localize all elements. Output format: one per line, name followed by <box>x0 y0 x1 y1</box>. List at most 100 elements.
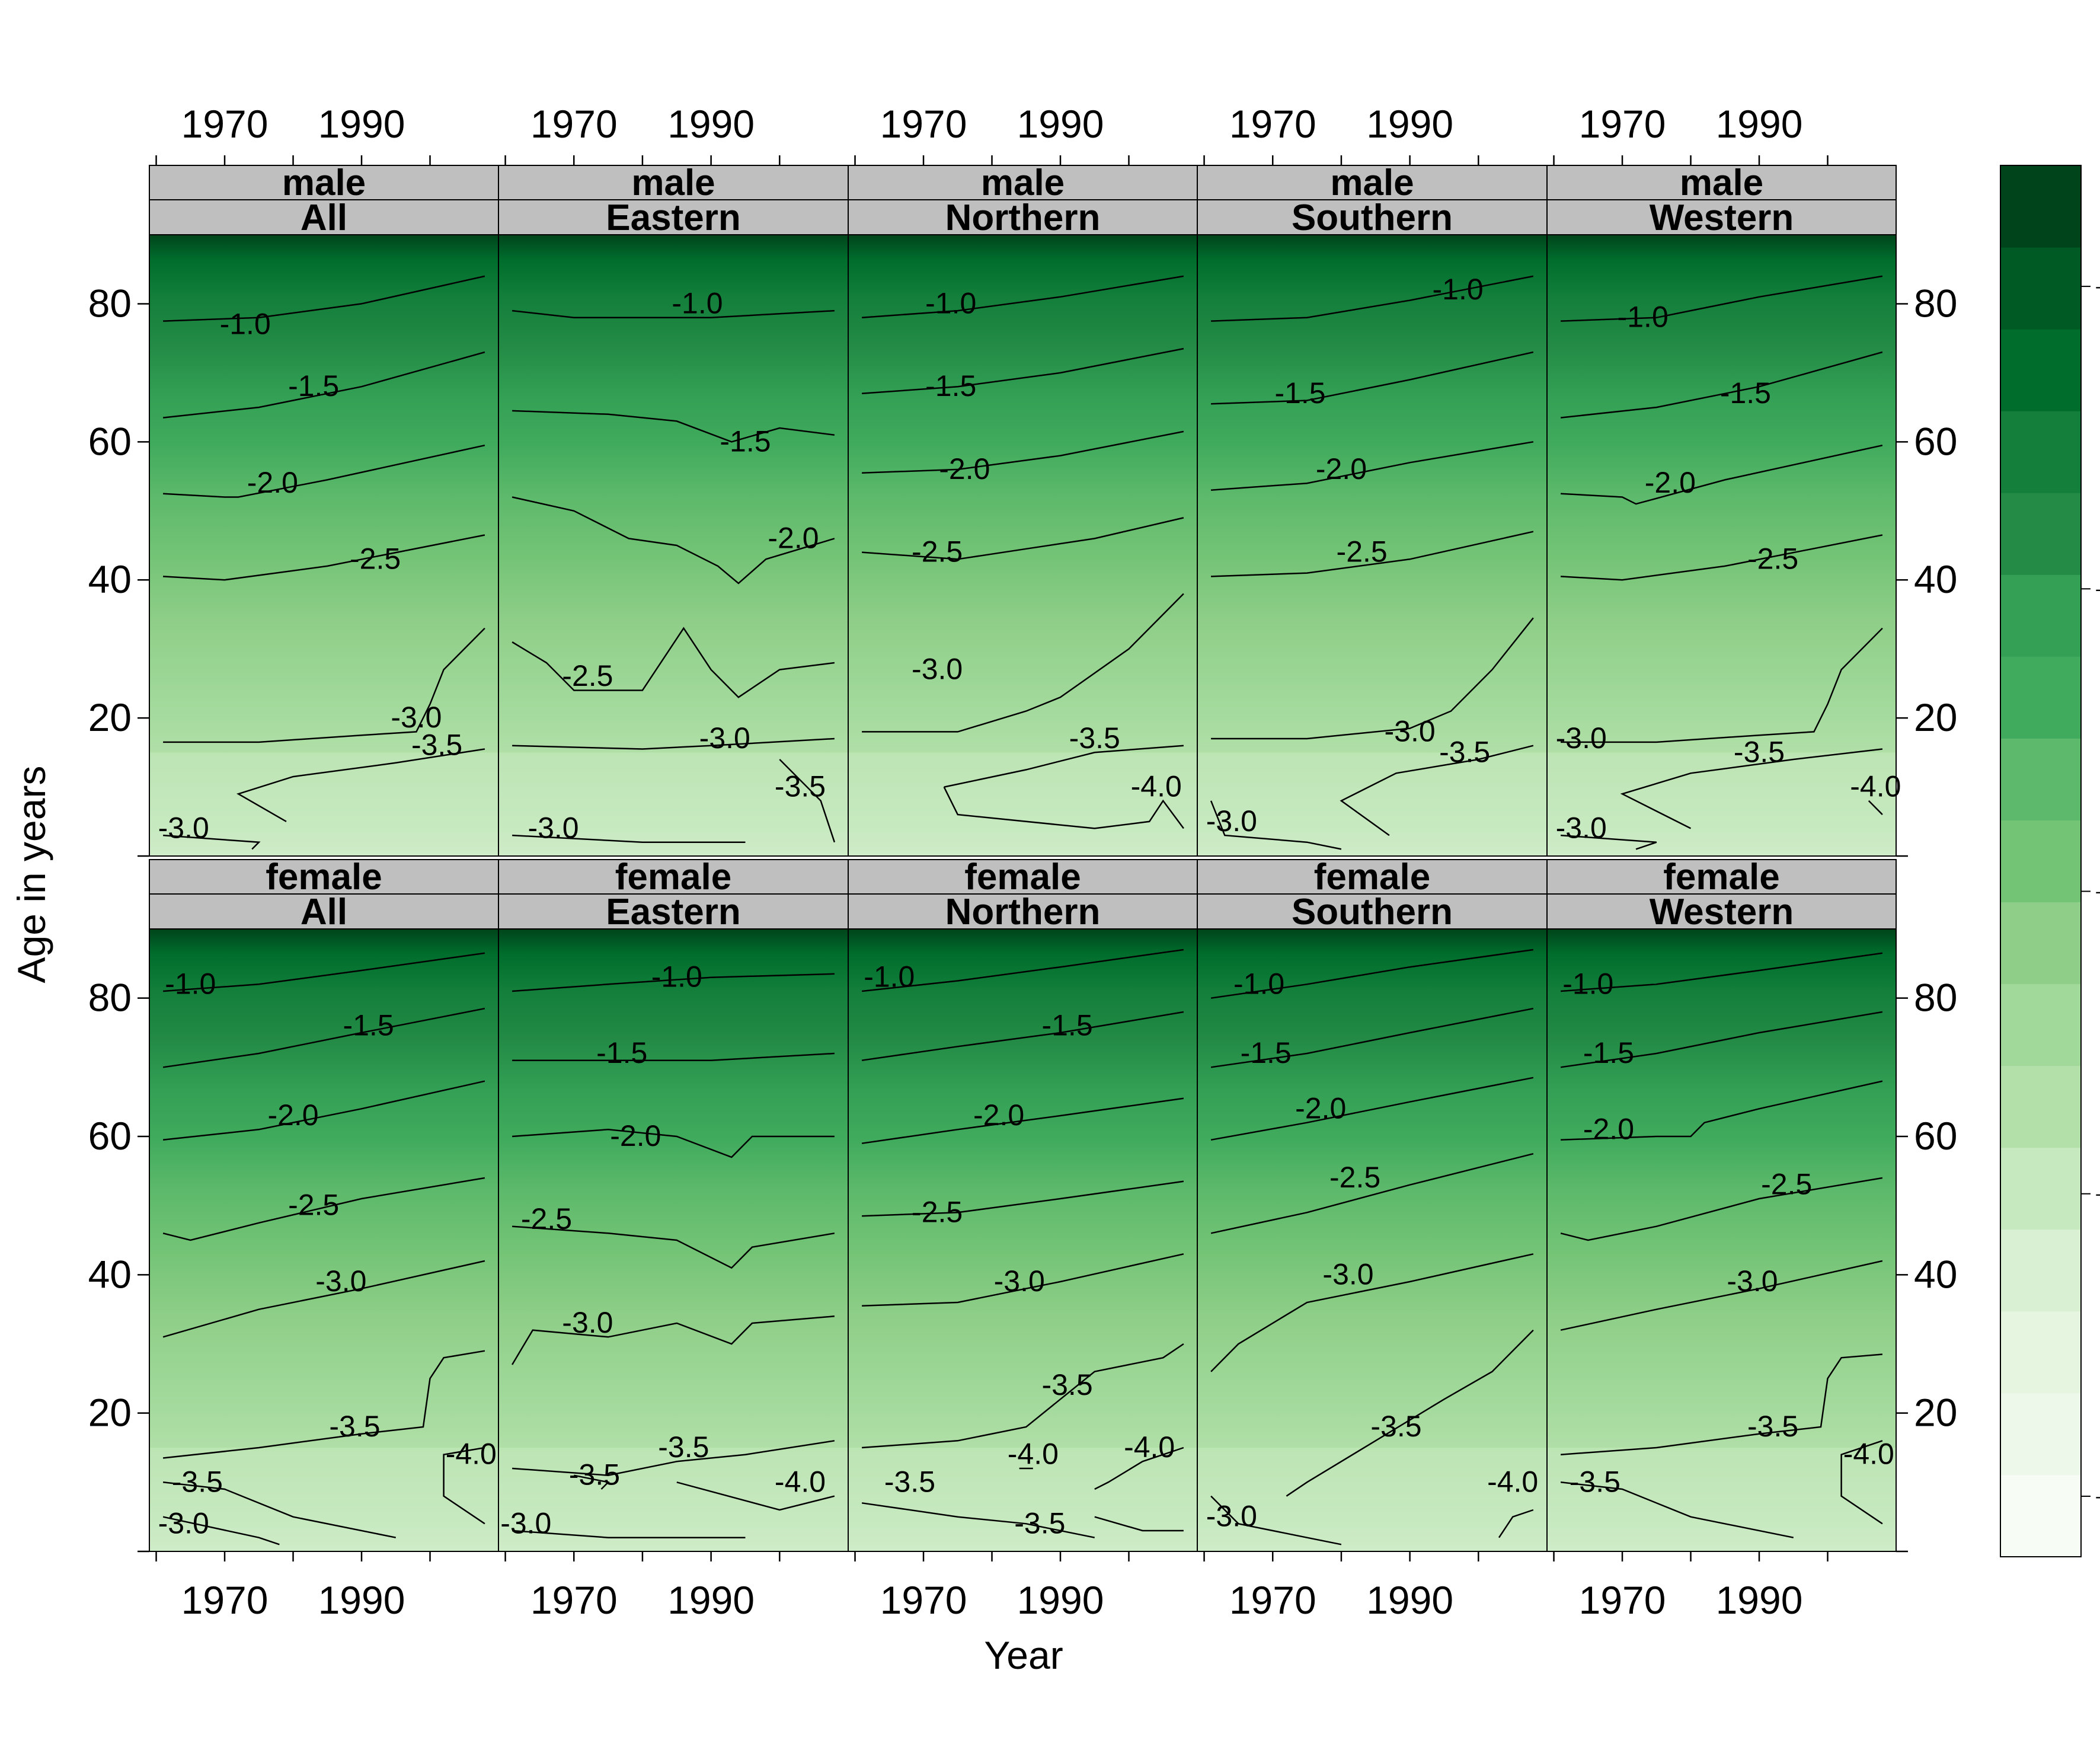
strip-sex <box>1197 165 1548 200</box>
contour-line <box>1286 1329 1534 1497</box>
contour-label: -2.5 <box>912 1195 963 1228</box>
heat-band-young <box>149 1448 498 1551</box>
x-axis-title: Year <box>984 1633 1063 1677</box>
contour-label: -3.5 <box>569 1458 620 1492</box>
contour-line <box>943 787 1184 829</box>
contour-label: -2.0 <box>1295 1091 1346 1125</box>
x-tick-label-top: 1970 <box>1229 102 1316 146</box>
contour-line <box>162 1260 485 1338</box>
contour-line <box>1561 534 1883 581</box>
contour-line <box>512 1440 835 1476</box>
contour-line <box>162 1080 485 1141</box>
strip-region <box>848 893 1198 930</box>
colorkey-band <box>2000 493 2081 575</box>
contour-line <box>862 1253 1184 1307</box>
contour-label: -1.5 <box>343 1008 394 1042</box>
contour-label: -1.0 <box>1562 967 1613 1000</box>
contour-line <box>512 410 835 443</box>
strip-sex <box>1546 859 1897 895</box>
strip-region <box>1197 199 1548 235</box>
strip-sex-label: male <box>1330 162 1414 203</box>
y-tick-label-left: 60 <box>88 419 132 463</box>
contour-line <box>512 1225 835 1269</box>
contour-line <box>1561 1080 1883 1141</box>
contour-line <box>1498 1509 1534 1538</box>
x-tick-label-bottom: 1970 <box>530 1578 618 1622</box>
strip-region-label: Eastern <box>606 892 740 933</box>
contour-label: -2.0 <box>247 466 298 499</box>
colorkey: -1 -2 -3 -4 -5 <box>2000 165 2100 1557</box>
x-tick-label-bottom: 1990 <box>667 1578 755 1622</box>
contour-label: -1.0 <box>925 286 976 320</box>
contour-label: -3.0 <box>1385 714 1436 748</box>
contour-label: -1.0 <box>220 307 271 340</box>
contour-line <box>236 748 485 822</box>
colorkey-band <box>2000 1229 2081 1312</box>
contour-label: -3.0 <box>1322 1257 1373 1291</box>
panels-layer: -1.0-1.5-2.0-2.5-3.0-3.5-3.0maleAll-1.0-… <box>149 162 1901 1552</box>
contour-line <box>861 949 1184 992</box>
axes-layer: 1970 1990 20 40 60 80 1970 1990 1970 1990 1970 1990… <box>88 102 1958 1622</box>
colorkey-band <box>2000 1065 2081 1148</box>
x-tick-label-bottom: 1990 <box>1716 1578 1803 1622</box>
strip-region-label: All <box>301 197 347 238</box>
contour-line <box>512 1315 835 1365</box>
contour-label: -3.0 <box>1556 721 1607 755</box>
strip-region-label: Western <box>1650 197 1794 238</box>
x-tick-label-bottom: 1970 <box>181 1578 269 1622</box>
contour-line <box>1560 1260 1883 1331</box>
strip-region-label: Northern <box>945 892 1101 933</box>
contour-label: -1.5 <box>1041 1008 1092 1042</box>
strip-sex-label: male <box>981 162 1065 203</box>
contour-line <box>1340 745 1534 836</box>
strip-sex <box>498 859 849 895</box>
contour-label: -2.5 <box>1329 1161 1380 1194</box>
y-tick-label-right: 40 <box>1914 1252 1957 1296</box>
contour-line <box>1210 949 1534 999</box>
contour-line <box>163 275 485 322</box>
contour-label: -2.0 <box>939 452 990 486</box>
strip-region-label: Eastern <box>606 197 740 238</box>
contour-label: -2.0 <box>1645 466 1696 499</box>
strip-sex-label: female <box>964 857 1081 898</box>
x-tick-label-top: 1970 <box>880 102 967 146</box>
contour-line <box>163 627 485 743</box>
contour-line <box>162 1516 280 1545</box>
contour-line <box>1211 351 1534 405</box>
contour-label: -1.5 <box>596 1036 647 1069</box>
contour-line <box>1094 1446 1184 1490</box>
contour-label: -4.0 <box>1131 770 1182 803</box>
contour-label: -3.5 <box>1014 1506 1065 1540</box>
contour-line <box>1868 800 1883 815</box>
contour-label: -2.0 <box>1583 1112 1634 1145</box>
contour-line <box>1561 275 1883 322</box>
contour-line <box>162 1177 485 1241</box>
strip-sex <box>848 165 1198 200</box>
strip-region-label: Southern <box>1292 892 1453 933</box>
y-tick-label-right: 60 <box>1914 419 1957 463</box>
strip-region <box>498 893 849 930</box>
contour-line <box>1561 444 1883 505</box>
y-tick-label-right: 80 <box>1914 976 1957 1020</box>
contour-line <box>779 759 836 843</box>
contour-line <box>1094 1516 1184 1532</box>
contour-line <box>676 1481 835 1511</box>
contour-label: -1.0 <box>1233 967 1284 1000</box>
contour-line <box>163 444 485 498</box>
contour-line <box>1211 531 1534 577</box>
colorkey-band <box>2000 329 2081 411</box>
contour-label: -2.0 <box>768 521 819 554</box>
contour-line <box>512 834 746 843</box>
colorkey-band <box>2000 1311 2081 1394</box>
contour-label: -3.0 <box>500 1506 551 1540</box>
strip-sex <box>1197 859 1548 895</box>
strip-sex-label: female <box>615 857 731 898</box>
contour-line <box>512 1052 835 1061</box>
y-tick-label-left: 40 <box>88 557 132 601</box>
strip-region <box>149 199 499 235</box>
colorkey-band <box>2000 902 2081 985</box>
contour-line <box>1620 748 1883 829</box>
contour-label: -3.5 <box>1370 1410 1421 1443</box>
